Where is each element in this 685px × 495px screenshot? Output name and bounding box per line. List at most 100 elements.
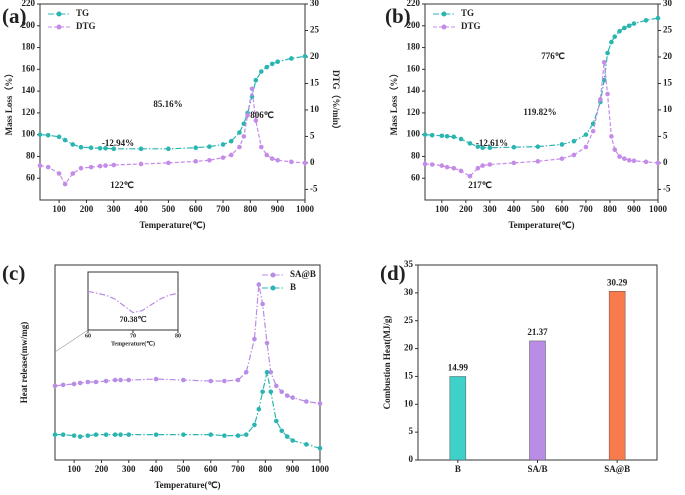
annotation: 85.16% [153,99,182,109]
annotation: 119.82% [523,107,556,117]
y2-tick-label: 0 [663,157,668,167]
legend-label: B [290,282,296,292]
series-marker [153,432,159,437]
series-marker [118,377,123,383]
series-marker [622,156,627,161]
series-marker [273,418,279,424]
series-marker [256,282,262,287]
series-marker [70,142,76,147]
x-tick-label: SA@B [604,464,630,474]
legend-marker [56,24,62,30]
y-tick-label: 25 [404,315,414,325]
series-marker [290,438,295,443]
y-tick-label: 5 [409,426,414,436]
y2-axis-label: DTG（%/min） [684,70,685,134]
series-marker [71,433,77,438]
series-marker [166,146,171,152]
bar [608,290,626,461]
y-tick-label: 100 [22,129,36,139]
series-marker [245,112,250,118]
series-marker [444,164,450,170]
y-tick-label: 35 [404,259,414,269]
x-axis-label: Temperature(℃) [154,480,220,490]
x-tick-label: 200 [80,204,94,214]
legend-label: TG [76,8,89,18]
series-marker [655,15,661,21]
y2-tick-label: 25 [310,25,320,35]
x-tick-label: 800 [603,204,617,214]
series-marker [535,144,541,149]
series-marker [571,138,577,144]
x-tick-label: 400 [134,204,148,214]
series-marker [207,157,212,163]
y-tick-label: 120 [407,107,421,117]
series-marker [111,162,117,168]
series-marker [429,162,435,167]
series-marker [273,383,279,389]
series-marker [181,377,186,383]
series-line [39,55,306,150]
series-marker [422,161,428,167]
series-marker [222,378,227,384]
series-marker [220,142,226,147]
series-marker [56,171,62,176]
y-tick-label: 220 [22,0,36,8]
x-tick-label: 700 [216,204,230,214]
series-marker [181,432,186,437]
series-marker [535,159,541,164]
series-marker [422,132,428,137]
series-marker [85,433,91,438]
annotation: 122℃ [110,180,134,190]
series-marker [302,53,308,59]
series-marker [235,377,241,383]
series-marker [208,378,214,384]
series-line [54,284,321,405]
legend-label: DTG [76,21,96,31]
y2-tick-label: 20 [310,51,320,61]
series-marker [258,144,264,150]
series-marker [605,91,610,97]
series-line [424,17,659,149]
x-tick-label: 70 [130,333,136,339]
series-marker [52,383,58,389]
x-tick-label: 900 [271,204,285,214]
y-tick-label: 100 [407,129,421,139]
x-tick-label: 700 [231,464,245,474]
series-marker [60,432,66,437]
annotation: 806℃ [250,110,274,120]
y2-tick-label: 10 [663,104,673,114]
series-marker [207,144,212,149]
series-marker [237,130,242,135]
series-marker [88,164,94,170]
series-marker [70,171,76,176]
series-marker [559,142,565,147]
series-line [39,88,306,186]
x-tick-label: 400 [149,464,163,474]
y2-tick-label: -5 [310,183,318,193]
series-marker [112,377,118,383]
x-tick-label: SA/B [527,464,547,474]
series-marker [252,422,257,428]
series-marker [559,156,565,161]
x-tick-label: 300 [107,204,121,214]
series-marker [458,136,464,142]
y2-tick-label: 0 [310,157,315,167]
series-marker [643,18,649,23]
series-marker [480,145,485,151]
series-marker [626,157,632,163]
y2-axis-label: DTG（%/min） [331,70,341,134]
series-marker [626,23,632,29]
series-marker [138,146,144,152]
bar-value-label: 30.29 [607,277,628,287]
series-marker [45,164,51,170]
series-marker [480,163,485,168]
series-marker [260,389,265,395]
series-marker [458,168,464,174]
series-marker [264,152,270,158]
series-marker [71,381,77,387]
y-tick-label: 180 [407,42,421,52]
series-marker [243,432,249,437]
series-marker [439,133,445,139]
x-tick-label: 1000 [311,464,330,474]
inset-connector [54,329,89,353]
